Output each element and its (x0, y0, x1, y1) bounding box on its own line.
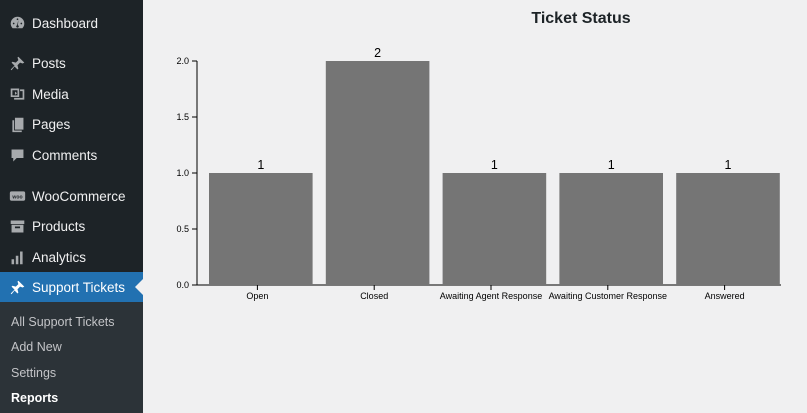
woo-badge-text: woo (11, 194, 22, 200)
y-tick-label: 1.5 (176, 112, 189, 122)
bar-data-label: 2 (374, 46, 381, 60)
archive-icon (8, 217, 26, 235)
bar-data-label: 1 (257, 158, 264, 172)
submenu-reports[interactable]: Reports (11, 391, 59, 405)
menu-item-pages[interactable]: Pages (0, 109, 143, 139)
bar (442, 173, 547, 285)
menu-item-dashboard[interactable]: Dashboard (0, 8, 143, 38)
menu-item-analytics[interactable]: Analytics (0, 242, 143, 272)
bar-chart-icon (8, 248, 26, 266)
y-tick-label: 0.0 (176, 280, 189, 290)
submenu-add-new[interactable]: Add New (11, 340, 62, 354)
bar (559, 173, 663, 285)
x-tick-label: Answered (705, 291, 745, 301)
menu-item-media[interactable]: Media (0, 79, 143, 109)
pages-icon (8, 115, 26, 133)
x-tick-label: Awaiting Customer Response (549, 291, 667, 301)
menu-item-posts[interactable]: Posts (0, 48, 143, 78)
menu-item-label: Media (32, 86, 69, 102)
menu-item-label: Posts (32, 55, 66, 71)
pin-icon (8, 54, 26, 72)
menu-item-label: Analytics (32, 249, 87, 265)
menu-item-label: Dashboard (32, 15, 99, 31)
dashboard-icon (8, 14, 26, 32)
chart-title: Ticket Status (531, 10, 631, 27)
menu-item-comments[interactable]: Comments (0, 140, 143, 170)
bar (209, 173, 313, 285)
menu-item-label: Support Tickets (32, 279, 126, 295)
pin-icon (8, 278, 26, 296)
menu-item-products[interactable]: Products (0, 211, 143, 241)
menu-item-label: Pages (32, 116, 71, 132)
bar-data-label: 1 (608, 158, 615, 172)
menu-item-support-tickets[interactable]: Support Tickets (0, 272, 143, 302)
bar (325, 61, 430, 285)
bar-data-label: 1 (725, 158, 732, 172)
y-tick-label: 0.5 (176, 224, 189, 234)
comment-icon (8, 146, 26, 164)
menu-item-woocommerce[interactable]: woo WooCommerce (0, 181, 143, 211)
submenu-settings[interactable]: Settings (11, 366, 57, 380)
bar (676, 173, 780, 285)
y-tick-label: 2.0 (176, 56, 189, 66)
y-tick-label: 1.0 (176, 168, 189, 178)
menu-item-label: WooCommerce (32, 188, 126, 204)
admin-sidebar: Dashboard Posts Media Pages Comments woo (0, 0, 143, 413)
woocommerce-icon: woo (8, 187, 26, 205)
support-tickets-submenu: All Support Tickets Add New Settings Rep… (0, 302, 143, 413)
x-tick-label: Open (246, 291, 268, 301)
media-icon (8, 85, 26, 103)
menu-item-label: Products (32, 218, 86, 234)
x-tick-label: Closed (360, 291, 388, 301)
x-tick-label: Awaiting Agent Response (440, 291, 542, 301)
submenu-all-support-tickets[interactable]: All Support Tickets (11, 315, 115, 329)
bar-data-label: 1 (491, 158, 498, 172)
menu-item-label: Comments (32, 147, 98, 163)
